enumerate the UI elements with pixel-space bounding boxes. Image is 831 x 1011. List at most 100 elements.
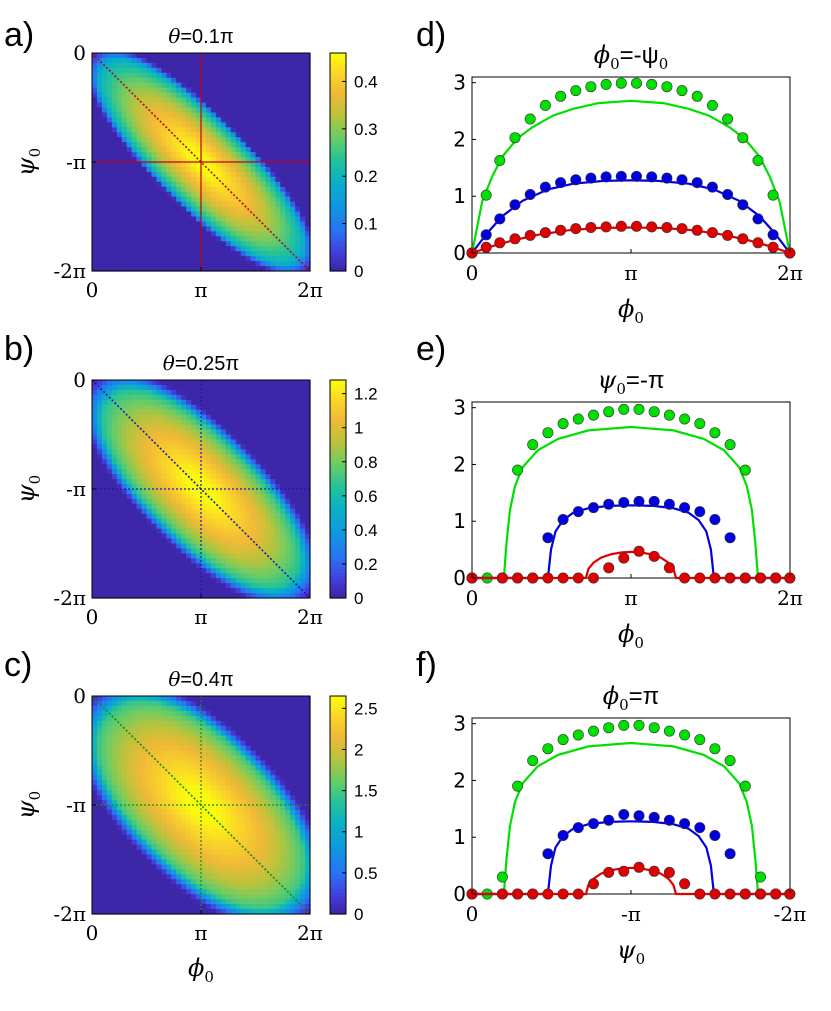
heatmap-cell	[235, 563, 242, 569]
heatmap-cell	[156, 705, 162, 712]
heatmap-cell	[131, 419, 138, 426]
heatmap-cell	[210, 117, 217, 123]
heatmap-cell	[166, 122, 172, 128]
heatmap-cell	[215, 87, 222, 94]
heatmap-cell	[275, 231, 281, 237]
heatmap-cell	[270, 157, 276, 163]
heatmap-cell	[255, 493, 262, 500]
heatmap-cell	[235, 77, 242, 84]
heatmap-cell	[295, 493, 301, 500]
heatmap-cell	[285, 518, 291, 525]
heatmap-cell	[290, 77, 296, 84]
heatmap-cell	[260, 266, 266, 272]
heatmap-cell	[260, 474, 266, 480]
heatmap-cell	[131, 725, 138, 732]
heatmap-cell	[181, 459, 187, 465]
heatmap-cell	[141, 196, 148, 203]
heatmap-cell	[265, 246, 271, 252]
heatmap-cell	[196, 459, 202, 465]
heatmap-cell	[290, 523, 296, 530]
heatmap-cell	[275, 77, 281, 84]
heatmap-cell	[171, 211, 177, 218]
heatmap-cell	[191, 740, 197, 747]
heatmap-cell	[305, 77, 311, 84]
heatmap-cell	[101, 558, 108, 564]
heatmap-cell	[250, 176, 257, 183]
heatmap-cell	[240, 775, 247, 781]
heatmap-cell	[92, 196, 98, 203]
heatmap-cell	[290, 221, 296, 227]
heatmap-cell	[156, 593, 162, 599]
heatmap-cell	[146, 720, 153, 727]
heatmap-cell	[305, 449, 311, 455]
heatmap-cell	[126, 563, 133, 569]
heatmap-cell	[215, 62, 222, 69]
heatmap-cell	[136, 92, 143, 99]
heatmap-cell	[265, 454, 271, 460]
heatmap-cell	[300, 484, 306, 490]
heatmap-cell	[220, 53, 227, 59]
heatmap-cell	[240, 700, 247, 707]
heatmap-cell	[186, 132, 192, 138]
heatmap-cell	[265, 181, 271, 188]
heatmap-cell	[151, 513, 157, 520]
heatmap-cell	[285, 464, 291, 470]
heatmap-cell	[106, 775, 113, 781]
heatmap-cell	[225, 740, 232, 747]
heatmap-cell	[265, 538, 271, 545]
panel-label-b: b)	[4, 330, 34, 368]
heatmap-cell	[141, 107, 148, 114]
heatmap-cell	[230, 404, 237, 411]
heatmap-cell	[225, 251, 232, 257]
heatmap-cell	[245, 765, 252, 771]
heatmap-cell	[92, 469, 98, 475]
heatmap-cell	[240, 760, 247, 766]
heatmap-cell	[171, 429, 177, 436]
heatmap-cell	[196, 122, 202, 128]
heatmap-cell	[210, 583, 217, 589]
heatmap-cell	[186, 201, 192, 208]
heatmap-cell	[280, 795, 286, 801]
heatmap-cell	[290, 191, 296, 198]
heatmap-cell	[300, 107, 306, 114]
heatmap-cell	[181, 424, 187, 431]
heatmap-cell	[196, 409, 202, 416]
heatmap-cell	[295, 568, 301, 574]
heatmap-cell	[260, 122, 266, 128]
heatmap-cell	[181, 206, 187, 213]
heatmap-cell	[300, 251, 306, 257]
heatmap-cell	[92, 206, 98, 213]
heatmap-cell	[181, 533, 187, 540]
heatmap-cell	[201, 533, 207, 540]
heatmap-cell	[101, 444, 108, 450]
heatmap-cell	[116, 399, 123, 406]
heatmap-cell	[210, 479, 217, 485]
heatmap-cell	[215, 147, 222, 153]
heatmap-cell	[285, 256, 291, 262]
heatmap-cell	[205, 578, 212, 584]
heatmap-cell	[300, 583, 306, 589]
heatmap-cell	[186, 479, 192, 485]
heatmap-cell	[215, 429, 222, 436]
heatmap-cell	[260, 578, 266, 584]
heatmap-cell	[250, 191, 257, 198]
heatmap-cell	[121, 548, 128, 554]
heatmap-cell	[275, 700, 281, 707]
heatmap-cell	[136, 508, 143, 515]
heatmap-cell	[136, 171, 143, 178]
heatmap-cell	[240, 523, 247, 530]
heatmap-cell	[111, 211, 118, 218]
colorbar: 00.20.40.60.811.2	[329, 379, 378, 608]
heatmap-cell	[101, 780, 108, 786]
heatmap-cell	[240, 429, 247, 436]
heatmap-cell	[126, 117, 133, 123]
heatmap-cell	[295, 444, 301, 450]
heatmap-cell	[295, 464, 301, 470]
heatmap-cell	[116, 62, 123, 69]
heatmap-cell	[201, 785, 207, 791]
heatmap-cell	[131, 735, 138, 742]
heatmap-cell	[96, 82, 103, 89]
heatmap-cell	[136, 399, 143, 406]
heatmap-cell	[106, 593, 113, 599]
heatmap-cell	[260, 166, 266, 173]
